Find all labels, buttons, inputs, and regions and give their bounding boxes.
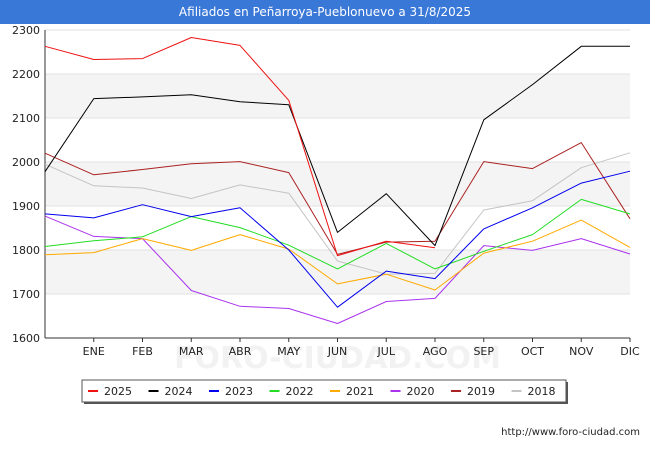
title-bar bbox=[0, 0, 650, 24]
x-tick-label: MAY bbox=[277, 345, 300, 358]
grid-band bbox=[45, 74, 630, 118]
grid-band bbox=[45, 250, 630, 294]
watermark: FORO-CIUDAD.COM bbox=[174, 341, 501, 376]
x-tick-label: JUL bbox=[377, 345, 396, 358]
legend-label-2019: 2019 bbox=[467, 385, 495, 398]
y-tick-label: 2300 bbox=[12, 24, 40, 37]
legend-label-2021: 2021 bbox=[346, 385, 374, 398]
series-line-2025 bbox=[44, 37, 436, 257]
x-tick-label: MAR bbox=[179, 345, 204, 358]
legend bbox=[81, 379, 567, 403]
x-tick-label: JUN bbox=[327, 345, 348, 358]
x-tick-label: DIC bbox=[620, 345, 640, 358]
series-line-2018 bbox=[44, 152, 631, 275]
y-tick-label: 1600 bbox=[12, 332, 40, 345]
x-tick-label: NOV bbox=[569, 345, 594, 358]
x-tick-label: OCT bbox=[521, 345, 544, 358]
legend-label-2025: 2025 bbox=[104, 385, 132, 398]
legend-label-2022: 2022 bbox=[286, 385, 314, 398]
x-tick-label: FEB bbox=[132, 345, 153, 358]
y-tick-label: 2100 bbox=[12, 112, 40, 125]
legend-label-2023: 2023 bbox=[225, 385, 253, 398]
grid-band bbox=[45, 162, 630, 206]
x-tick-label: AGO bbox=[423, 345, 448, 358]
y-tick-label: 1900 bbox=[12, 200, 40, 213]
y-tick-label: 1800 bbox=[12, 244, 40, 257]
chart-title: Afiliados en Peñarroya-Pueblonuevo a 31/… bbox=[178, 5, 472, 19]
series-line-2023 bbox=[44, 170, 631, 308]
legend-label-2020: 2020 bbox=[407, 385, 435, 398]
x-tick-label: SEP bbox=[473, 345, 494, 358]
legend-label-2024: 2024 bbox=[165, 385, 193, 398]
series-line-2021 bbox=[44, 219, 631, 291]
source-url: http://www.foro-ciudad.com bbox=[501, 427, 640, 438]
y-tick-label: 1700 bbox=[12, 288, 40, 301]
y-tick-label: 2000 bbox=[12, 156, 40, 169]
series-line-2022 bbox=[44, 198, 631, 270]
x-tick-label: ABR bbox=[229, 345, 252, 358]
legend-label-2018: 2018 bbox=[528, 385, 556, 398]
series-line-2024 bbox=[44, 45, 630, 247]
x-tick-label: ENE bbox=[83, 345, 105, 358]
y-tick-label: 2200 bbox=[12, 68, 40, 81]
